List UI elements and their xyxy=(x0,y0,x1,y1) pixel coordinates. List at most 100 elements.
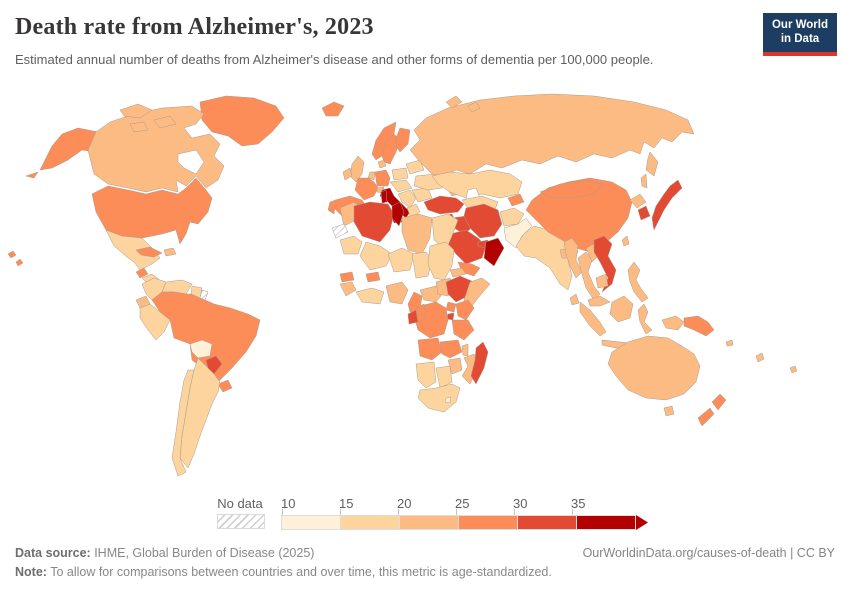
country-sudan[interactable] xyxy=(427,241,455,281)
country-germany[interactable] xyxy=(374,169,391,187)
country-niger[interactable] xyxy=(387,247,415,273)
legend-bin-10-15[interactable] xyxy=(281,515,340,530)
country-malawi[interactable] xyxy=(461,343,469,357)
country-angola[interactable] xyxy=(417,337,443,361)
data-source-text: Data source: IHME, Global Burden of Dise… xyxy=(15,546,315,560)
country-finland[interactable] xyxy=(395,127,411,153)
country-lesotho[interactable] xyxy=(444,396,452,404)
country-peru[interactable] xyxy=(139,303,171,341)
country-russia-islands[interactable] xyxy=(445,95,481,113)
country-bolivia[interactable] xyxy=(189,339,213,359)
country-botswana[interactable] xyxy=(435,365,453,389)
country-taiwan[interactable] xyxy=(621,235,630,247)
country-tunisia[interactable] xyxy=(391,201,405,227)
country-cambodia[interactable] xyxy=(595,273,609,289)
country-thailand[interactable] xyxy=(577,251,601,301)
country-madagascar[interactable] xyxy=(470,341,489,385)
country-vietnam[interactable] xyxy=(593,235,617,293)
country-guinea[interactable] xyxy=(339,281,357,297)
no-data-swatch[interactable] xyxy=(217,514,265,529)
country-australia[interactable] xyxy=(607,335,701,401)
country-russia[interactable] xyxy=(409,93,695,189)
country-western-sahara[interactable] xyxy=(331,223,349,239)
country-mongolia[interactable] xyxy=(539,179,603,199)
country-new-zealand[interactable] xyxy=(697,393,727,427)
country-south-korea[interactable] xyxy=(637,205,651,221)
country-nigeria[interactable] xyxy=(385,281,409,305)
country-kazakhstan[interactable] xyxy=(431,169,523,199)
country-algeria[interactable] xyxy=(353,201,395,243)
country-pacific-islands[interactable] xyxy=(725,339,798,374)
note-text: Note: To allow for comparisons between c… xyxy=(15,565,552,579)
country-senegal[interactable] xyxy=(339,271,355,283)
country-balkans[interactable] xyxy=(397,189,417,209)
country-malaysia[interactable] xyxy=(587,295,611,307)
country-hispaniola[interactable] xyxy=(163,247,177,257)
country-italy-sardinia[interactable] xyxy=(380,189,388,204)
country-mauritania[interactable] xyxy=(339,235,363,255)
country-borneo[interactable] xyxy=(609,295,634,323)
country-libya[interactable] xyxy=(401,213,433,255)
country-brazil[interactable] xyxy=(151,291,261,391)
country-png[interactable] xyxy=(683,315,715,337)
country-poland[interactable] xyxy=(391,167,409,181)
country-mozambique[interactable] xyxy=(461,353,479,385)
country-north-korea[interactable] xyxy=(629,193,647,209)
country-mali[interactable] xyxy=(359,241,393,271)
legend-bin-35-plus[interactable] xyxy=(576,515,636,530)
legend-bin-15-20[interactable] xyxy=(340,515,399,530)
country-west-africa-coast[interactable] xyxy=(355,287,385,305)
owid-logo[interactable]: Our World in Data xyxy=(763,13,837,56)
country-zambia[interactable] xyxy=(439,339,463,359)
country-burkina[interactable] xyxy=(365,271,381,283)
country-chile[interactable] xyxy=(171,369,195,477)
country-uganda[interactable] xyxy=(445,301,457,313)
country-denmark[interactable] xyxy=(377,159,387,169)
country-west-papua[interactable] xyxy=(661,315,685,331)
legend-bin-20-25[interactable] xyxy=(399,515,458,530)
country-cuba[interactable] xyxy=(135,246,163,258)
chart-subtitle: Estimated annual number of deaths from A… xyxy=(15,52,654,67)
country-czech-hungary[interactable] xyxy=(389,179,413,193)
country-mexico[interactable] xyxy=(105,229,161,271)
country-sumatra[interactable] xyxy=(579,301,607,337)
country-belarus-baltics[interactable] xyxy=(405,159,425,175)
country-philippines[interactable] xyxy=(627,261,649,303)
country-pakistan[interactable] xyxy=(503,217,533,249)
legend-bin-30-35[interactable] xyxy=(517,515,576,530)
country-ireland[interactable] xyxy=(342,167,353,181)
legend-bin-25-30[interactable] xyxy=(458,515,517,530)
country-japan[interactable] xyxy=(651,179,683,231)
country-eritrea[interactable] xyxy=(449,267,467,278)
country-oman[interactable] xyxy=(483,237,505,267)
owid-logo-line1: Our World xyxy=(771,19,828,31)
country-iceland[interactable] xyxy=(321,101,345,117)
country-benelux[interactable] xyxy=(367,171,376,181)
country-turkey[interactable] xyxy=(423,195,465,215)
country-kenya[interactable] xyxy=(455,299,475,321)
country-sulawesi[interactable] xyxy=(637,303,653,335)
country-greece[interactable] xyxy=(406,203,421,219)
country-greenland[interactable] xyxy=(199,95,285,147)
country-guatemala[interactable] xyxy=(135,267,149,279)
country-portugal[interactable] xyxy=(327,199,337,215)
world-choropleth-map[interactable] xyxy=(0,90,850,490)
country-kyrgyz-tajik[interactable] xyxy=(507,193,525,207)
country-south-africa[interactable] xyxy=(417,383,461,413)
country-iran[interactable] xyxy=(463,203,503,239)
country-hawaii[interactable] xyxy=(7,250,24,267)
legend-scale: 10 15 20 25 30 35 xyxy=(281,496,651,530)
country-france[interactable] xyxy=(354,177,379,201)
country-congo[interactable] xyxy=(415,303,427,323)
country-egypt[interactable] xyxy=(431,213,459,251)
country-paraguay[interactable] xyxy=(205,355,223,375)
country-afghanistan[interactable] xyxy=(499,207,525,227)
country-sri-lanka[interactable] xyxy=(569,293,580,306)
country-namibia[interactable] xyxy=(415,361,437,389)
country-canada-islands[interactable] xyxy=(119,103,177,133)
country-tanzania[interactable] xyxy=(451,319,475,341)
country-uruguay[interactable] xyxy=(217,379,233,393)
country-tasmania[interactable] xyxy=(663,405,675,417)
owid-citation-link[interactable]: OurWorldinData.org/causes-of-death | CC … xyxy=(582,546,835,560)
